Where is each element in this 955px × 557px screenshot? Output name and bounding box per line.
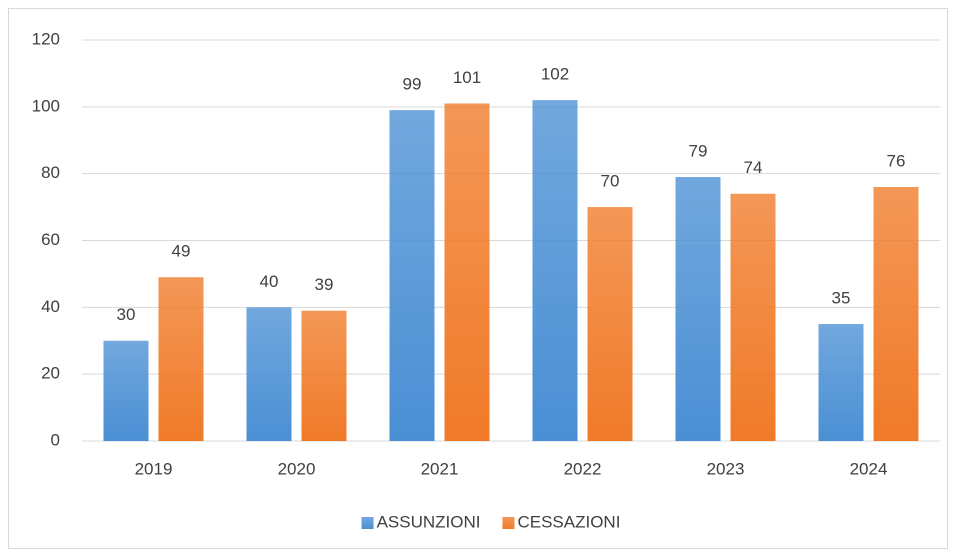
bar — [587, 207, 633, 441]
x-tick-label: 2024 — [850, 459, 888, 478]
y-tick-label: 40 — [41, 297, 60, 316]
data-label: 35 — [832, 289, 851, 308]
x-tick-label: 2023 — [707, 459, 745, 478]
data-label: 70 — [601, 172, 620, 191]
x-tick-label: 2022 — [564, 459, 602, 478]
data-label: 79 — [689, 141, 708, 160]
bar — [818, 324, 864, 441]
data-label: 39 — [315, 275, 334, 294]
data-label: 99 — [403, 75, 422, 94]
y-tick-label: 120 — [32, 29, 60, 48]
x-tick-label: 2019 — [135, 459, 173, 478]
data-label: 101 — [453, 68, 481, 87]
y-tick-label: 80 — [41, 163, 60, 182]
data-label: 102 — [541, 65, 569, 84]
x-tick-label: 2021 — [421, 459, 459, 478]
data-label: 40 — [260, 272, 279, 291]
legend-label: ASSUNZIONI — [377, 512, 481, 531]
bar — [532, 100, 578, 442]
legend-swatch — [502, 517, 515, 529]
bar — [158, 277, 204, 441]
data-label: 76 — [887, 152, 906, 171]
bar — [444, 103, 490, 441]
bar — [389, 110, 435, 442]
bar — [246, 307, 292, 441]
bar — [301, 310, 347, 441]
bar — [873, 187, 919, 441]
data-label: 74 — [744, 158, 763, 177]
y-tick-label: 100 — [32, 96, 60, 115]
legend-swatch — [361, 517, 374, 529]
legend-label: CESSAZIONI — [517, 512, 620, 531]
bar — [730, 193, 776, 441]
data-label: 30 — [117, 305, 136, 324]
x-tick-label: 2020 — [278, 459, 316, 478]
data-label: 49 — [172, 242, 191, 261]
y-tick-label: 0 — [51, 430, 60, 449]
bar — [103, 340, 149, 441]
y-tick-label: 20 — [41, 364, 60, 383]
bar — [675, 177, 721, 441]
y-tick-label: 60 — [41, 230, 60, 249]
